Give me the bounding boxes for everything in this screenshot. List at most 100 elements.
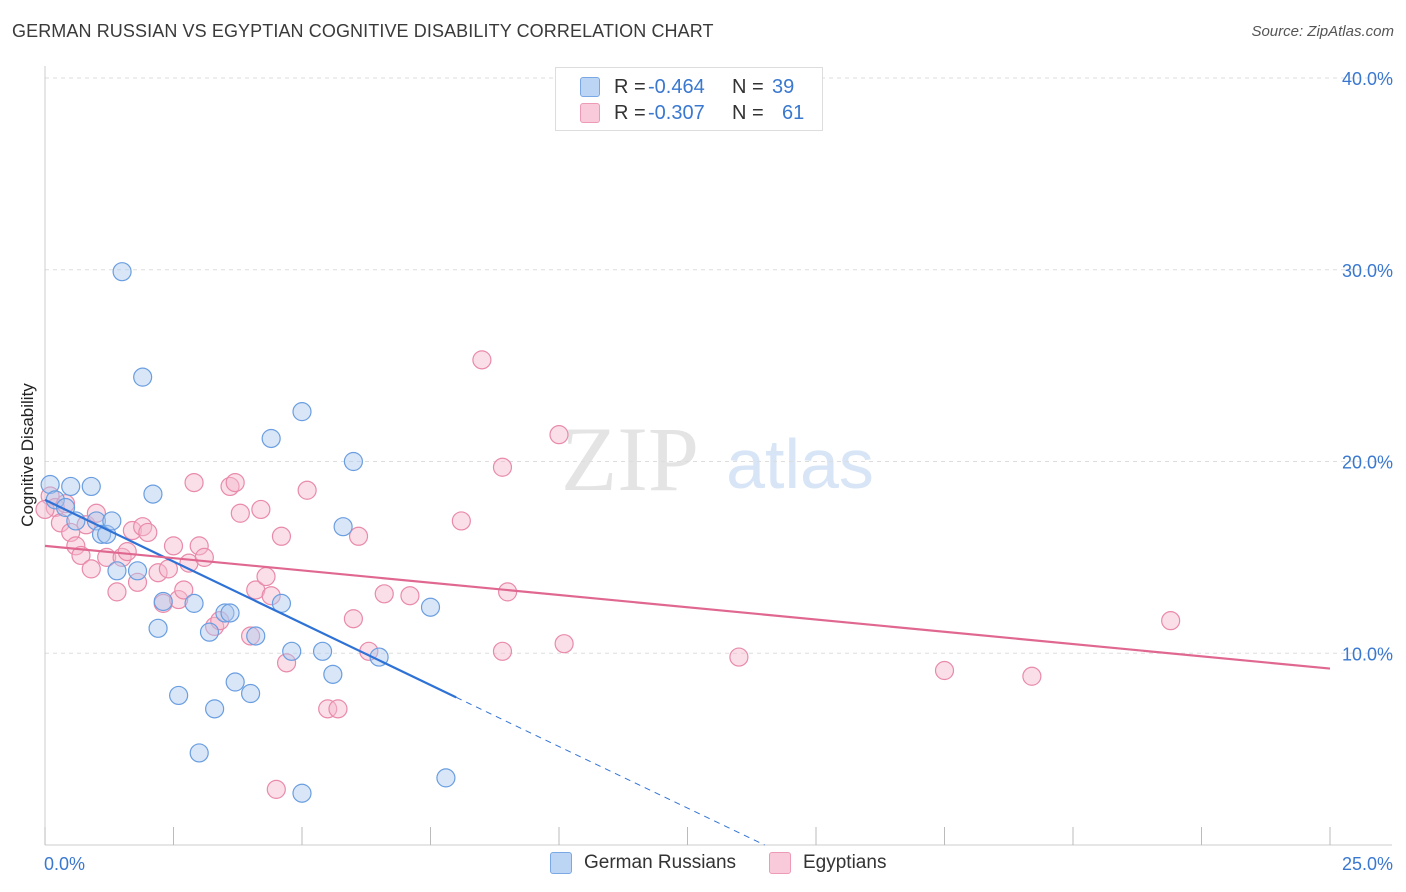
grid-lines [45, 77, 1392, 654]
egyptians-point [148, 563, 168, 583]
egyptians-point [66, 536, 86, 556]
german-russians-point [261, 428, 281, 449]
german-russians-point [148, 618, 168, 638]
german-russians-point [81, 476, 101, 497]
egyptians-point [50, 513, 71, 533]
german-russians-point [436, 768, 456, 788]
legend-n-label: N = [732, 101, 764, 124]
german-russians-point [107, 561, 127, 581]
egyptians-point [400, 586, 420, 606]
german-russians-point [282, 641, 302, 661]
axes [44, 66, 1392, 846]
series-swatch-pink [769, 852, 791, 874]
legend-row-egyptians: R = -0.307 N = 61 [580, 101, 804, 125]
watermark-atlas: atlas [726, 425, 874, 503]
egyptians-point [133, 517, 153, 537]
egyptians-point [122, 520, 142, 541]
german-russians-point [102, 511, 122, 531]
legend-n-value: 61 [782, 101, 805, 124]
egyptians-point [348, 526, 369, 546]
egyptians-point [205, 616, 225, 637]
series-swatch-blue [550, 852, 572, 874]
german-russians-point [312, 641, 333, 661]
german-russians-point [205, 699, 225, 719]
legend-row-german-russians: R = -0.464 N = 39 [580, 75, 794, 99]
german-russians-point [169, 685, 189, 706]
german-russians-point [323, 664, 343, 684]
legend-swatch-pink [580, 103, 600, 123]
x-tick-label-min: 0.0% [44, 854, 85, 874]
egyptians-point [117, 542, 137, 562]
egyptians-point [318, 699, 338, 719]
y-tick-label: 40.0% [1342, 69, 1393, 89]
egyptians-point [271, 526, 292, 546]
tick-labels: 10.0% 20.0% 30.0% 40.0% 0.0% 25.0% [44, 69, 1393, 874]
trend-lines [44, 498, 1331, 846]
y-tick-label: 10.0% [1342, 644, 1393, 664]
german-russians-point [189, 743, 209, 763]
german-russians-point [112, 262, 132, 282]
legend-swatch-blue [580, 77, 600, 97]
egyptians-point [230, 503, 250, 523]
egyptians-point [1161, 611, 1181, 631]
german-russians-point [225, 672, 245, 692]
egyptians-point [127, 572, 148, 592]
egyptians-point [163, 536, 184, 556]
egyptians-point [107, 582, 127, 602]
egyptians-points [35, 350, 1181, 799]
egyptians-trend-line [44, 544, 1331, 670]
german-russians-point [127, 561, 148, 581]
german-russians-trend-extension [455, 696, 765, 846]
german-russians-point [246, 626, 266, 646]
legend-n-label: N = [732, 75, 764, 98]
german-russians-point [215, 603, 235, 623]
egyptians-point [498, 582, 518, 602]
y-tick-label: 30.0% [1342, 261, 1393, 281]
legend-r-label: R = [614, 101, 646, 124]
egyptians-point [86, 503, 107, 523]
egyptians-point [256, 566, 276, 587]
egyptians-point [374, 584, 394, 604]
y-tick-label: 20.0% [1342, 453, 1393, 473]
egyptians-point [241, 626, 261, 646]
correlation-legend: R = -0.464 N = 39 R = -0.307 N = 61 [555, 67, 823, 131]
egyptians-point [261, 586, 281, 606]
legend-r-label: R = [614, 75, 646, 98]
egyptians-point [554, 634, 574, 654]
german-russians-point [292, 783, 312, 803]
egyptians-point [225, 472, 245, 493]
german-russians-point [153, 591, 173, 612]
egyptians-point [71, 545, 91, 566]
egyptians-point [169, 589, 189, 610]
egyptians-point [251, 499, 271, 520]
watermark-zip: ZIP [561, 408, 699, 510]
series-label-german-russians: German Russians [584, 852, 737, 873]
german-russians-points [40, 262, 456, 803]
series-legend-german-russians: German Russians [550, 852, 736, 874]
egyptians-point [138, 522, 158, 543]
german-russians-point [220, 603, 240, 623]
egyptians-point [729, 647, 749, 667]
egyptians-point [266, 779, 286, 799]
egyptians-point [549, 425, 569, 445]
egyptians-point [81, 559, 101, 579]
german-russians-point [199, 622, 220, 642]
egyptians-point [451, 511, 471, 531]
egyptians-point [189, 536, 209, 556]
egyptians-point [492, 641, 513, 661]
legend-n-value: 39 [772, 75, 795, 98]
legend-r-value: -0.464 [648, 75, 705, 98]
egyptians-point [343, 609, 363, 629]
german-russians-point [143, 484, 163, 504]
german-russians-point [40, 474, 60, 495]
series-legend-egyptians: Egyptians [769, 852, 886, 874]
german-russians-point [184, 593, 204, 613]
egyptians-point [934, 660, 955, 681]
legend-r-value: -0.307 [648, 101, 705, 124]
zipatlas-watermark: ZIP atlas [561, 408, 874, 510]
german-russians-point [133, 367, 153, 387]
chart-title: GERMAN RUSSIAN VS EGYPTIAN COGNITIVE DIS… [12, 21, 714, 41]
german-russians-point [343, 451, 363, 472]
german-russians-point [333, 517, 353, 537]
egyptians-point [174, 580, 194, 600]
